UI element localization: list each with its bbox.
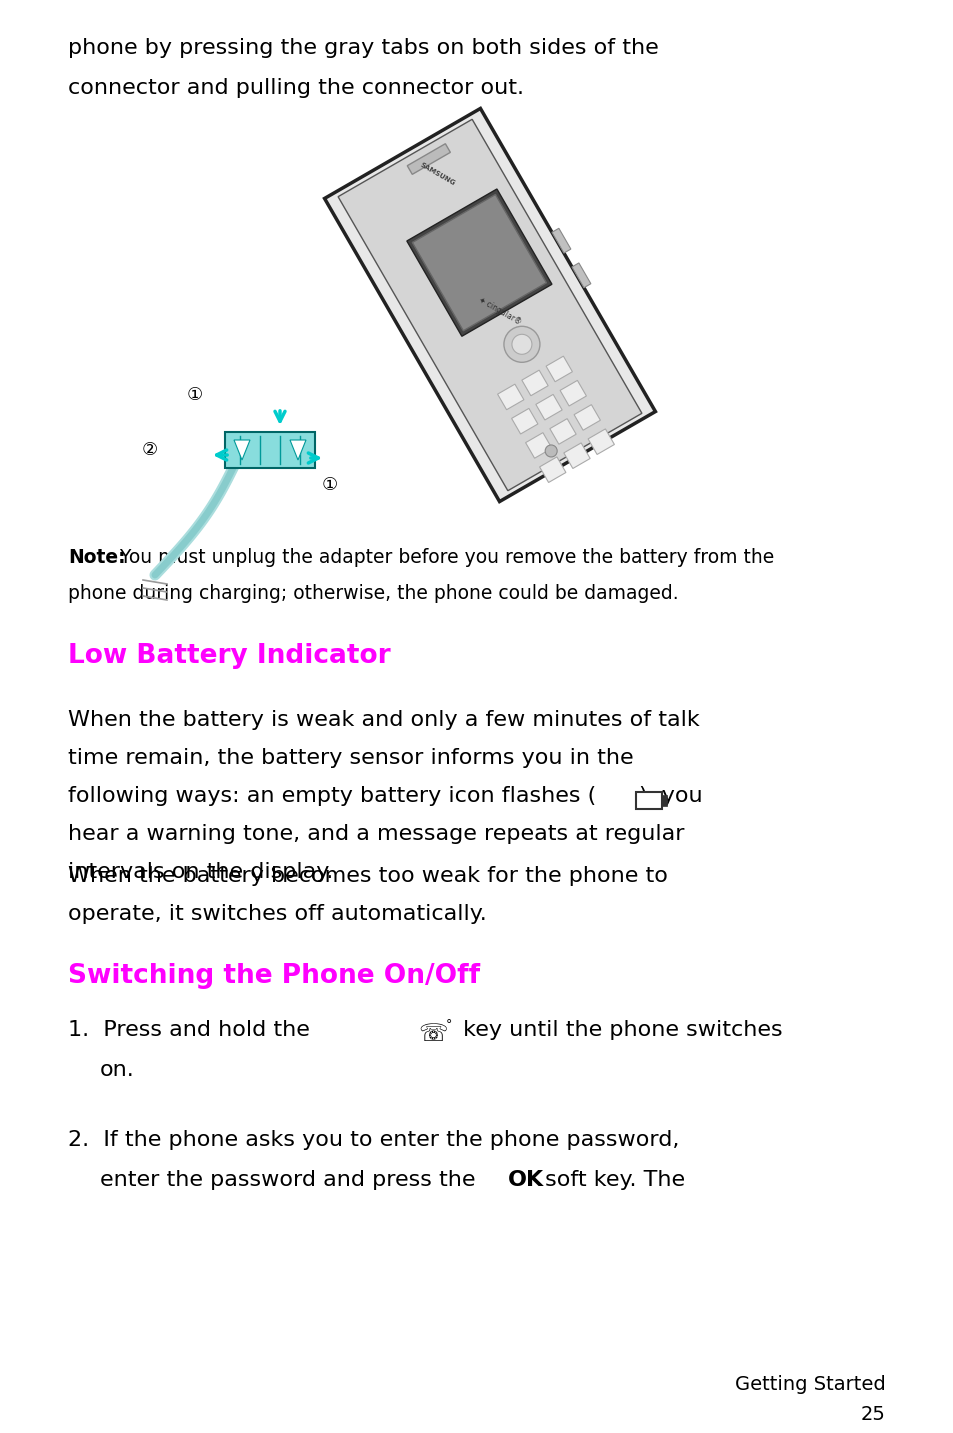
Text: hear a warning tone, and a message repeats at regular: hear a warning tone, and a message repea… [68, 824, 684, 844]
Text: on.: on. [100, 1060, 134, 1080]
Text: phone by pressing the gray tabs on both sides of the: phone by pressing the gray tabs on both … [68, 39, 659, 57]
Polygon shape [552, 228, 570, 254]
Text: When the battery is weak and only a few minutes of talk: When the battery is weak and only a few … [68, 709, 699, 729]
Polygon shape [572, 262, 590, 288]
Text: Switching the Phone On/Off: Switching the Phone On/Off [68, 963, 479, 989]
Polygon shape [511, 408, 537, 434]
Text: 1.  Press and hold the: 1. Press and hold the [68, 1020, 310, 1040]
Polygon shape [559, 380, 586, 406]
Text: intervals on the display.: intervals on the display. [68, 863, 333, 881]
Text: Low Battery Indicator: Low Battery Indicator [68, 643, 390, 669]
Polygon shape [545, 357, 572, 381]
Polygon shape [290, 440, 306, 460]
Text: SAMSUNG: SAMSUNG [418, 162, 456, 186]
Text: 25: 25 [861, 1404, 885, 1424]
Text: key until the phone switches: key until the phone switches [456, 1020, 781, 1040]
Polygon shape [406, 189, 552, 337]
Text: ☏: ☏ [417, 1022, 447, 1046]
Text: soft key. The: soft key. The [537, 1169, 684, 1189]
Text: ✦ cingular®: ✦ cingular® [476, 295, 521, 327]
Text: enter the password and press the: enter the password and press the [100, 1169, 482, 1189]
Polygon shape [525, 433, 552, 459]
Text: When the battery becomes too weak for the phone to: When the battery becomes too weak for th… [68, 866, 667, 886]
Text: connector and pulling the connector out.: connector and pulling the connector out. [68, 77, 523, 97]
Text: Note:: Note: [68, 547, 126, 567]
Polygon shape [539, 457, 565, 483]
Circle shape [544, 446, 557, 457]
Polygon shape [536, 394, 561, 420]
Polygon shape [521, 370, 548, 396]
Text: 2.  If the phone asks you to enter the phone password,: 2. If the phone asks you to enter the ph… [68, 1131, 679, 1151]
Text: phone during charging; otherwise, the phone could be damaged.: phone during charging; otherwise, the ph… [68, 585, 678, 603]
Circle shape [503, 327, 539, 363]
Polygon shape [233, 440, 250, 460]
Text: time remain, the battery sensor informs you in the: time remain, the battery sensor informs … [68, 748, 633, 768]
Polygon shape [574, 404, 599, 430]
Polygon shape [407, 143, 450, 175]
Text: ①: ① [187, 385, 203, 404]
Polygon shape [563, 443, 590, 469]
Text: °: ° [446, 1017, 452, 1030]
Text: following ways: an empty battery icon flashes (      ), you: following ways: an empty battery icon fl… [68, 785, 702, 805]
Polygon shape [324, 109, 655, 502]
Text: You must unplug the adapter before you remove the battery from the: You must unplug the adapter before you r… [113, 547, 774, 567]
Polygon shape [497, 384, 523, 410]
FancyBboxPatch shape [636, 792, 661, 810]
Text: Getting Started: Getting Started [735, 1376, 885, 1394]
Text: ②: ② [142, 441, 158, 459]
Polygon shape [587, 428, 614, 454]
Text: operate, it switches off automatically.: operate, it switches off automatically. [68, 904, 486, 924]
Polygon shape [412, 195, 546, 331]
FancyBboxPatch shape [661, 795, 666, 805]
Text: ①: ① [321, 476, 337, 494]
Polygon shape [549, 418, 576, 444]
Circle shape [512, 334, 532, 354]
Polygon shape [337, 119, 641, 490]
Polygon shape [225, 431, 314, 469]
Text: OK: OK [507, 1169, 543, 1189]
